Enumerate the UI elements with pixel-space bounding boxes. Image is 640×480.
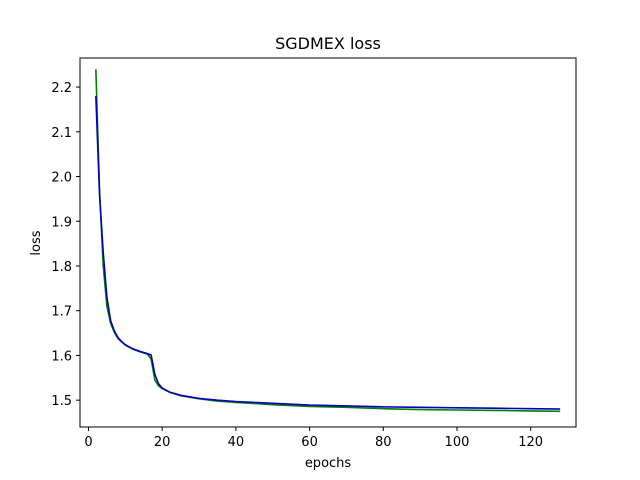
y-tick-label: 1.9 — [51, 215, 72, 230]
x-tick-label: 100 — [445, 435, 470, 450]
x-axis-ticks: 0 20 40 60 80 100 120 — [84, 427, 543, 450]
y-tick-label: 1.7 — [51, 305, 72, 320]
x-tick-label: 40 — [228, 435, 245, 450]
x-axis-label: epochs — [305, 456, 352, 471]
x-tick-label: 120 — [518, 435, 543, 450]
y-tick-label: 1.8 — [51, 260, 72, 275]
y-tick-label: 2.0 — [51, 171, 72, 186]
y-axis-ticks: 1.5 1.6 1.7 1.8 1.9 2.0 2.1 2.2 — [51, 81, 80, 409]
x-tick-label: 80 — [375, 435, 392, 450]
plot-lines — [95, 69, 561, 413]
series-line-2 — [95, 95, 561, 410]
y-tick-label: 2.1 — [51, 126, 72, 141]
y-axis-label: loss — [29, 230, 44, 255]
y-tick-label: 1.5 — [51, 394, 72, 409]
chart-title: SGDMEX loss — [275, 34, 381, 53]
axes-frame — [79, 57, 577, 428]
x-tick-label: 60 — [301, 435, 318, 450]
y-tick-label: 1.6 — [51, 349, 72, 364]
x-tick-label: 20 — [154, 435, 171, 450]
x-tick-label: 0 — [84, 435, 92, 450]
y-tick-label: 2.2 — [51, 81, 72, 96]
